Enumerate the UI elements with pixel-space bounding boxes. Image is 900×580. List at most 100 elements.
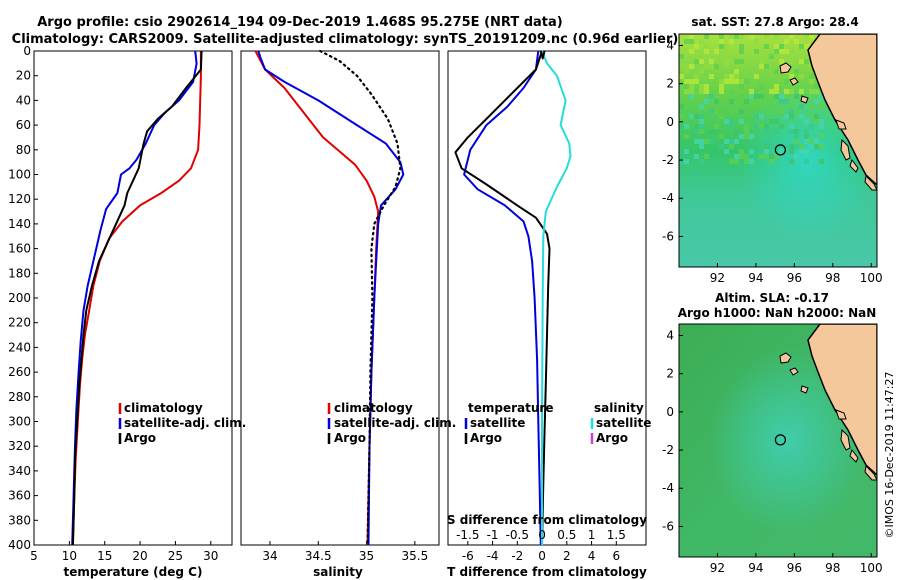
- sst-pixel: [784, 89, 789, 94]
- legend-climatology: climatology: [124, 401, 203, 415]
- sst-pixel: [724, 139, 729, 144]
- sst-pixel: [729, 39, 734, 44]
- lat-tick-label: 0: [666, 115, 674, 129]
- sst-pixel: [724, 59, 729, 64]
- sst-pixel: [814, 119, 819, 124]
- lat-tick-label: -2: [662, 153, 674, 167]
- sst-pixel: [689, 84, 694, 89]
- sst-pixel: [744, 154, 749, 159]
- sst-pixel: [704, 149, 709, 154]
- sst-pixel: [709, 129, 714, 134]
- lon-tick-label: 100: [860, 561, 883, 575]
- imos-credit: ©IMOS 16-Dec-2019 11:47:27: [883, 372, 896, 539]
- sst-pixel: [704, 64, 709, 69]
- depth-tick-label: 120: [8, 192, 31, 206]
- x-tick-label: 0: [538, 549, 546, 563]
- sst-pixel: [754, 94, 759, 99]
- sst-pixel: [794, 154, 799, 159]
- series-line: [319, 49, 402, 547]
- sst-pixel: [754, 49, 759, 54]
- depth-tick-label: 320: [8, 439, 31, 453]
- sst-pixel: [724, 119, 729, 124]
- sst-pixel: [764, 139, 769, 144]
- difference-x-axis: -6 -4 -2 0 2 4 6: [462, 541, 620, 563]
- lon-tick-label: 100: [860, 271, 883, 285]
- sst-pixel: [769, 159, 774, 164]
- sst-pixel: [684, 79, 689, 84]
- sst-pixel: [699, 154, 704, 159]
- sst-pixel: [704, 84, 709, 89]
- sst-pixel: [739, 109, 744, 114]
- sst-pixel: [684, 149, 689, 154]
- sst-pixel: [694, 129, 699, 134]
- legend-t-satellite: satellite: [470, 416, 525, 430]
- header-line2: Climatology: CARS2009. Satellite-adjuste…: [12, 32, 679, 47]
- temperature-panel: 0 20 40 60 80 100 120 140 160 180 200 220 240 260 280 3…: [8, 44, 246, 579]
- sst-pixel: [819, 104, 824, 109]
- sst-pixel: [714, 109, 719, 114]
- depth-tick-label: 80: [16, 143, 31, 157]
- sst-pixel: [759, 64, 764, 69]
- sst-pixel: [739, 79, 744, 84]
- sst-pixel: [774, 34, 779, 39]
- sst-pixel: [744, 79, 749, 84]
- salinity-xlabel: salinity: [313, 565, 363, 579]
- lat-tick-label: 2: [666, 77, 674, 91]
- sst-pixel: [694, 114, 699, 119]
- sst-pixel: [779, 109, 784, 114]
- sst-lat-axis: 4 2 0 -2 -4 -6: [662, 38, 683, 243]
- temperature-legend: climatology satellite-adj. clim. Argo: [118, 401, 246, 445]
- sst-pixel: [699, 124, 704, 129]
- sst-pixel: [709, 109, 714, 114]
- temperature-xlabel: temperature (deg C): [64, 565, 203, 579]
- sst-pixel: [729, 59, 734, 64]
- sla-map-title: Altim. SLA: -0.17: [715, 291, 829, 305]
- sst-pixel: [779, 124, 784, 129]
- sst-pixel: [814, 139, 819, 144]
- x-tick-label: -6: [462, 549, 474, 563]
- lon-tick-label: 94: [748, 271, 763, 285]
- depth-tick-label: 360: [8, 489, 31, 503]
- x-tick-label: 4: [588, 549, 596, 563]
- difference-panel: -6 -4 -2 0 2 4 6 T difference from climatology…: [447, 50, 651, 579]
- sst-pixel: [714, 64, 719, 69]
- sst-pixel: [749, 149, 754, 154]
- sst-pixel: [684, 39, 689, 44]
- sst-pixel: [694, 124, 699, 129]
- sst-pixel: [734, 129, 739, 134]
- x-tick-label: 6: [612, 549, 620, 563]
- sst-pixel: [679, 74, 684, 79]
- sst-pixel: [754, 89, 759, 94]
- depth-tick-label: 220: [8, 316, 31, 330]
- sst-pixel: [819, 134, 824, 139]
- sst-pixel: [819, 159, 824, 164]
- argo-float-marker: [774, 144, 787, 156]
- sst-pixel: [699, 144, 704, 149]
- salinity-x-axis: 34 34.5 35 35.5: [262, 541, 428, 563]
- lat-tick-label: 2: [666, 367, 674, 381]
- sst-pixel: [789, 109, 794, 114]
- s-tick-label: -0.5: [506, 528, 529, 542]
- sst-pixel: [704, 154, 709, 159]
- sst-pixel: [774, 129, 779, 134]
- lon-tick-label: 98: [825, 271, 840, 285]
- header-line1: Argo profile: csio 2902614_194 09-Dec-20…: [37, 15, 562, 30]
- sst-pixel: [789, 34, 794, 39]
- x-tick-label: 20: [132, 549, 147, 563]
- sst-pixel: [799, 74, 804, 79]
- legend-satellite: satellite-adj. clim.: [124, 416, 246, 430]
- sst-pixel: [804, 159, 809, 164]
- sst-pixel: [709, 94, 714, 99]
- sst-pixel: [719, 84, 724, 89]
- sst-pixel: [744, 124, 749, 129]
- sst-pixel: [739, 99, 744, 104]
- sst-pixel: [729, 139, 734, 144]
- sst-pixel: [764, 144, 769, 149]
- lat-tick-label: -4: [662, 191, 674, 205]
- sst-map-title: sat. SST: 27.8 Argo: 28.4: [691, 15, 858, 29]
- sst-pixel: [764, 64, 769, 69]
- lon-tick-label: 92: [710, 271, 725, 285]
- sst-pixel: [739, 34, 744, 39]
- sst-pixel: [819, 144, 824, 149]
- sst-pixel: [689, 114, 694, 119]
